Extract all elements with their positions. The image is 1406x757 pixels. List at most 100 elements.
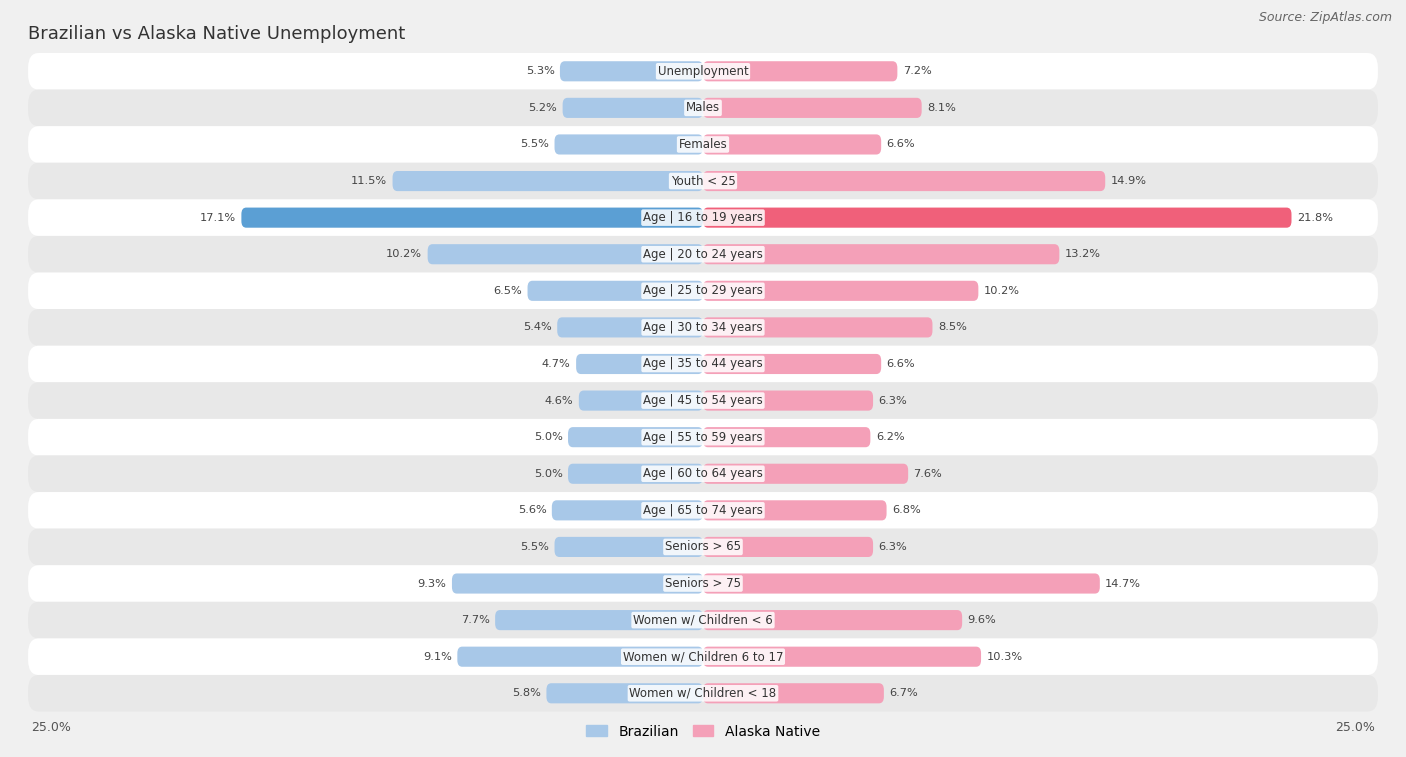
FancyBboxPatch shape [242,207,703,228]
FancyBboxPatch shape [427,245,703,264]
Text: 6.3%: 6.3% [879,542,907,552]
Text: 6.3%: 6.3% [879,396,907,406]
Text: 5.3%: 5.3% [526,67,554,76]
Text: 7.6%: 7.6% [914,469,942,478]
FancyBboxPatch shape [28,346,1378,382]
Text: Unemployment: Unemployment [658,65,748,78]
FancyBboxPatch shape [28,382,1378,419]
Text: Women w/ Children < 18: Women w/ Children < 18 [630,687,776,699]
FancyBboxPatch shape [579,391,703,410]
Text: Women w/ Children < 6: Women w/ Children < 6 [633,614,773,627]
FancyBboxPatch shape [392,171,703,191]
FancyBboxPatch shape [568,427,703,447]
Text: 13.2%: 13.2% [1064,249,1101,259]
FancyBboxPatch shape [28,528,1378,565]
Text: Women w/ Children 6 to 17: Women w/ Children 6 to 17 [623,650,783,663]
FancyBboxPatch shape [28,126,1378,163]
FancyBboxPatch shape [703,427,870,447]
Text: 8.1%: 8.1% [927,103,956,113]
FancyBboxPatch shape [28,565,1378,602]
FancyBboxPatch shape [703,281,979,301]
Text: 17.1%: 17.1% [200,213,236,223]
FancyBboxPatch shape [457,646,703,667]
FancyBboxPatch shape [451,574,703,593]
FancyBboxPatch shape [703,245,1059,264]
FancyBboxPatch shape [703,574,1099,593]
Text: 10.2%: 10.2% [984,286,1019,296]
Text: Age | 60 to 64 years: Age | 60 to 64 years [643,467,763,480]
Text: Age | 25 to 29 years: Age | 25 to 29 years [643,285,763,298]
FancyBboxPatch shape [703,61,897,81]
FancyBboxPatch shape [554,135,703,154]
Text: 21.8%: 21.8% [1296,213,1333,223]
Text: Age | 16 to 19 years: Age | 16 to 19 years [643,211,763,224]
Text: 6.6%: 6.6% [887,359,915,369]
FancyBboxPatch shape [28,419,1378,456]
Text: 5.5%: 5.5% [520,139,550,149]
Text: 6.5%: 6.5% [494,286,522,296]
FancyBboxPatch shape [28,602,1378,638]
FancyBboxPatch shape [560,61,703,81]
FancyBboxPatch shape [495,610,703,630]
Text: 25.0%: 25.0% [31,721,70,734]
FancyBboxPatch shape [28,163,1378,199]
FancyBboxPatch shape [576,354,703,374]
FancyBboxPatch shape [703,317,932,338]
FancyBboxPatch shape [703,391,873,410]
Text: 5.6%: 5.6% [517,506,547,516]
FancyBboxPatch shape [557,317,703,338]
Text: 11.5%: 11.5% [352,176,387,186]
Text: 5.0%: 5.0% [534,432,562,442]
FancyBboxPatch shape [703,684,884,703]
FancyBboxPatch shape [703,646,981,667]
FancyBboxPatch shape [28,236,1378,273]
FancyBboxPatch shape [28,456,1378,492]
FancyBboxPatch shape [554,537,703,557]
Text: 10.3%: 10.3% [987,652,1022,662]
FancyBboxPatch shape [703,98,922,118]
FancyBboxPatch shape [568,464,703,484]
Text: 5.8%: 5.8% [512,688,541,698]
FancyBboxPatch shape [703,537,873,557]
Text: 5.2%: 5.2% [529,103,557,113]
FancyBboxPatch shape [703,464,908,484]
FancyBboxPatch shape [28,89,1378,126]
Text: 7.7%: 7.7% [461,615,489,625]
Text: Age | 20 to 24 years: Age | 20 to 24 years [643,248,763,260]
FancyBboxPatch shape [28,309,1378,346]
Text: 14.9%: 14.9% [1111,176,1147,186]
Text: 25.0%: 25.0% [1336,721,1375,734]
FancyBboxPatch shape [28,199,1378,236]
FancyBboxPatch shape [28,53,1378,89]
Text: 8.5%: 8.5% [938,322,967,332]
FancyBboxPatch shape [28,492,1378,528]
Text: Source: ZipAtlas.com: Source: ZipAtlas.com [1258,11,1392,24]
Text: Females: Females [679,138,727,151]
FancyBboxPatch shape [703,610,962,630]
Text: 14.7%: 14.7% [1105,578,1142,588]
Text: 6.6%: 6.6% [887,139,915,149]
FancyBboxPatch shape [547,684,703,703]
Text: 10.2%: 10.2% [387,249,422,259]
Text: Youth < 25: Youth < 25 [671,175,735,188]
Text: Age | 35 to 44 years: Age | 35 to 44 years [643,357,763,370]
Text: 6.8%: 6.8% [891,506,921,516]
Text: Brazilian vs Alaska Native Unemployment: Brazilian vs Alaska Native Unemployment [28,25,405,43]
Text: 5.4%: 5.4% [523,322,551,332]
FancyBboxPatch shape [551,500,703,520]
FancyBboxPatch shape [28,273,1378,309]
Text: 4.6%: 4.6% [544,396,574,406]
Text: 9.6%: 9.6% [967,615,997,625]
Text: 5.0%: 5.0% [534,469,562,478]
Text: 4.7%: 4.7% [541,359,571,369]
Text: 9.3%: 9.3% [418,578,447,588]
FancyBboxPatch shape [703,354,882,374]
Text: Seniors > 65: Seniors > 65 [665,540,741,553]
Text: 7.2%: 7.2% [903,67,932,76]
Legend: Brazilian, Alaska Native: Brazilian, Alaska Native [581,719,825,744]
FancyBboxPatch shape [703,207,1292,228]
FancyBboxPatch shape [703,171,1105,191]
Text: Age | 55 to 59 years: Age | 55 to 59 years [643,431,763,444]
Text: Age | 45 to 54 years: Age | 45 to 54 years [643,394,763,407]
FancyBboxPatch shape [703,135,882,154]
